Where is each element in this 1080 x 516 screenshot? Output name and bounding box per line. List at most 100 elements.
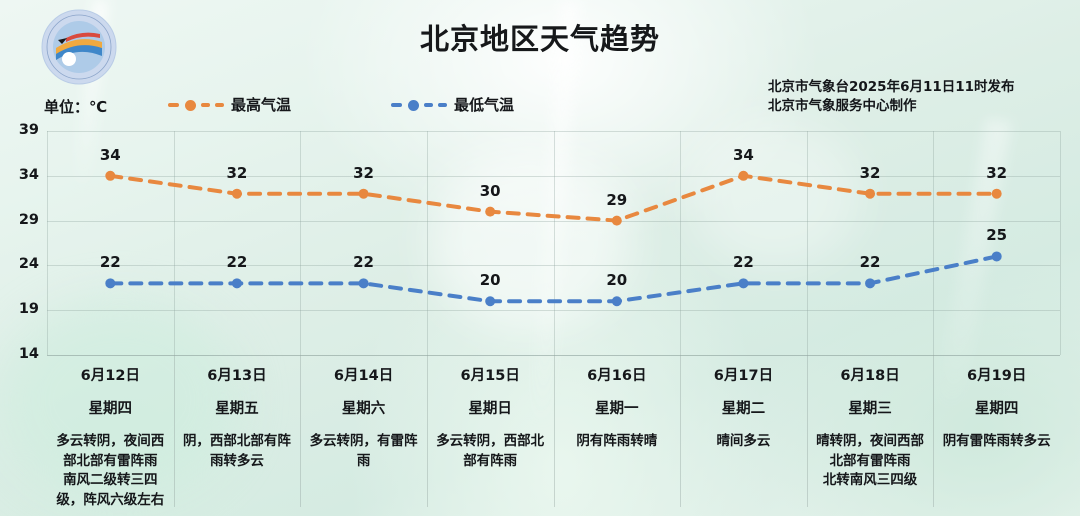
data-point-value: 22 <box>99 253 121 272</box>
column-separator <box>426 355 428 507</box>
x-axis-baseline <box>47 355 1060 356</box>
day-weather-description: 晴转阴，夜间西部北部有雷阵雨 <box>816 433 925 469</box>
column-separator <box>300 355 302 507</box>
day-column[interactable]: 6月16日星期一阴有阵雨转晴 <box>554 355 681 452</box>
gridline-vertical <box>553 131 555 355</box>
gridline-horizontal <box>47 265 1060 267</box>
data-point-value: 20 <box>479 271 501 290</box>
day-weather-description: 阴有阵雨转晴 <box>576 433 658 449</box>
day-weather-description: 多云转阴，有雷阵雨 <box>309 433 418 469</box>
gridline-horizontal <box>47 220 1060 222</box>
column-separator <box>553 355 555 507</box>
data-point-value: 32 <box>226 163 248 182</box>
y-axis-tick-label: 14 <box>18 346 39 362</box>
day-column[interactable]: 6月12日 星期四 多云转阴，夜间西部北部有雷阵雨 南风二级转三四级，阵风六级左右 <box>47 355 174 510</box>
column-separator <box>173 355 175 507</box>
day-weekday: 星期五 <box>215 401 259 417</box>
day-column[interactable]: 6月19日星期四阴有雷阵雨转多云 <box>933 355 1060 452</box>
data-point-marker <box>738 278 749 289</box>
day-weekday: 星期六 <box>341 401 386 417</box>
data-point-marker <box>231 278 242 289</box>
day-weather-description: 多云转阴，夜间西部北部有雷阵雨 <box>56 433 165 469</box>
chart-legend: 最高气温 最低气温 <box>168 94 514 115</box>
day-weather-description: 阴，西部北部有阵雨转多云 <box>182 433 291 469</box>
column-separator <box>806 355 808 507</box>
data-point-value: 32 <box>353 163 374 182</box>
legend-label-high: 最高气温 <box>231 96 292 114</box>
data-point-marker <box>865 278 876 289</box>
day-wind-description: 南风二级转三四级，阵风六级左右 <box>56 472 165 508</box>
day-weekday: 星期四 <box>974 401 1019 417</box>
data-point-marker <box>991 251 1002 262</box>
day-date: 6月18日 <box>840 368 900 384</box>
day-date: 6月19日 <box>967 368 1027 384</box>
day-wind-description: 北转南风三四级 <box>822 472 918 489</box>
y-axis-tick-label: 19 <box>18 301 39 318</box>
day-weekday: 星期三 <box>848 401 892 417</box>
gridline-vertical <box>680 131 682 355</box>
y-axis-tick-label: 24 <box>18 256 39 273</box>
temperature-series-lines <box>105 170 1002 307</box>
gridline-vertical <box>933 131 935 355</box>
gridline-horizontal <box>47 355 1060 356</box>
beijing-meteorological-service-logo <box>40 8 118 86</box>
y-axis-tick-label: 29 <box>18 211 39 228</box>
day-weather-description: 多云转阴，西部北部有阵雨 <box>436 433 545 469</box>
gridline-vertical <box>300 131 302 355</box>
legend-item-low: 最低气温 <box>391 94 514 115</box>
data-point-marker <box>231 188 242 199</box>
y-axis-tick-label: 39 <box>18 122 39 138</box>
series-line-low <box>108 254 999 304</box>
data-point-value: 29 <box>606 190 628 209</box>
data-point-value: 25 <box>986 226 1008 245</box>
data-point-marker <box>991 188 1002 199</box>
day-date: 6月16日 <box>587 368 647 384</box>
data-point-marker <box>865 188 876 199</box>
data-point-value: 22 <box>859 253 881 272</box>
day-weekday: 星期二 <box>721 401 766 417</box>
gridline-horizontal <box>47 131 1060 132</box>
issuer-line-2: 北京市气象服务中心制作 <box>768 98 917 115</box>
data-point-value: 22 <box>733 253 754 272</box>
column-separator <box>933 355 935 507</box>
day-weekday: 星期日 <box>468 401 512 417</box>
legend-item-high: 最高气温 <box>168 94 291 115</box>
column-separator <box>680 355 682 507</box>
gridline-horizontal <box>47 310 1060 312</box>
data-point-marker <box>485 206 496 217</box>
day-column[interactable]: 6月18日星期三晴转阴，夜间西部北部有雷阵雨北转南风三四级 <box>807 355 934 491</box>
data-point-value: 30 <box>479 181 501 200</box>
day-weather-description: 阴有雷阵雨转多云 <box>942 433 1051 449</box>
legend-swatch-low-icon <box>391 99 448 111</box>
column-separators <box>47 355 1060 515</box>
day-column[interactable]: 6月17日 星期二 晴间多云 <box>680 355 807 452</box>
temperature-chart: 39 34 29 24 19 14 34 32 32 30 29 34 32 32 22 22 22 20 20 2… <box>19 122 1061 362</box>
day-column[interactable]: 6月15日星期日多云转阴，西部北部有阵雨 <box>427 355 554 471</box>
day-date: 6月14日 <box>333 368 394 384</box>
data-point-marker <box>358 188 369 199</box>
gridline-horizontal <box>47 175 1060 177</box>
issuer-info: 北京市气象台2025年6月11日11时发布 北京市气象服务中心制作 <box>768 78 1058 116</box>
gridline-vertical <box>173 131 175 355</box>
day-date: 6月17日 <box>713 368 774 384</box>
issuer-line-1: 北京市气象台2025年6月11日11时发布 <box>768 79 1015 95</box>
data-point-marker <box>611 296 622 307</box>
day-column[interactable]: 6月14日星期六多云转阴，有雷阵雨 <box>300 355 427 471</box>
data-point-value: 20 <box>606 271 628 290</box>
data-point-marker <box>611 215 622 226</box>
day-date: 6月15日 <box>460 368 520 384</box>
data-point-marker <box>358 278 369 289</box>
data-point-value: 22 <box>226 253 248 272</box>
day-column[interactable]: 6月13日 星期五 阴，西部北部有阵雨转多云 <box>174 355 301 471</box>
data-point-marker <box>105 278 116 289</box>
data-point-value: 34 <box>99 145 121 164</box>
gridline-vertical <box>426 131 428 355</box>
data-point-value: 32 <box>986 163 1008 182</box>
day-weekday: 星期一 <box>595 401 639 417</box>
data-point-marker <box>105 170 116 181</box>
data-point-value: 22 <box>353 253 374 272</box>
legend-label-low: 最低气温 <box>454 96 515 114</box>
legend-swatch-high-icon <box>168 99 224 111</box>
gridline-vertical <box>806 131 808 355</box>
gridline-vertical <box>1060 131 1061 355</box>
